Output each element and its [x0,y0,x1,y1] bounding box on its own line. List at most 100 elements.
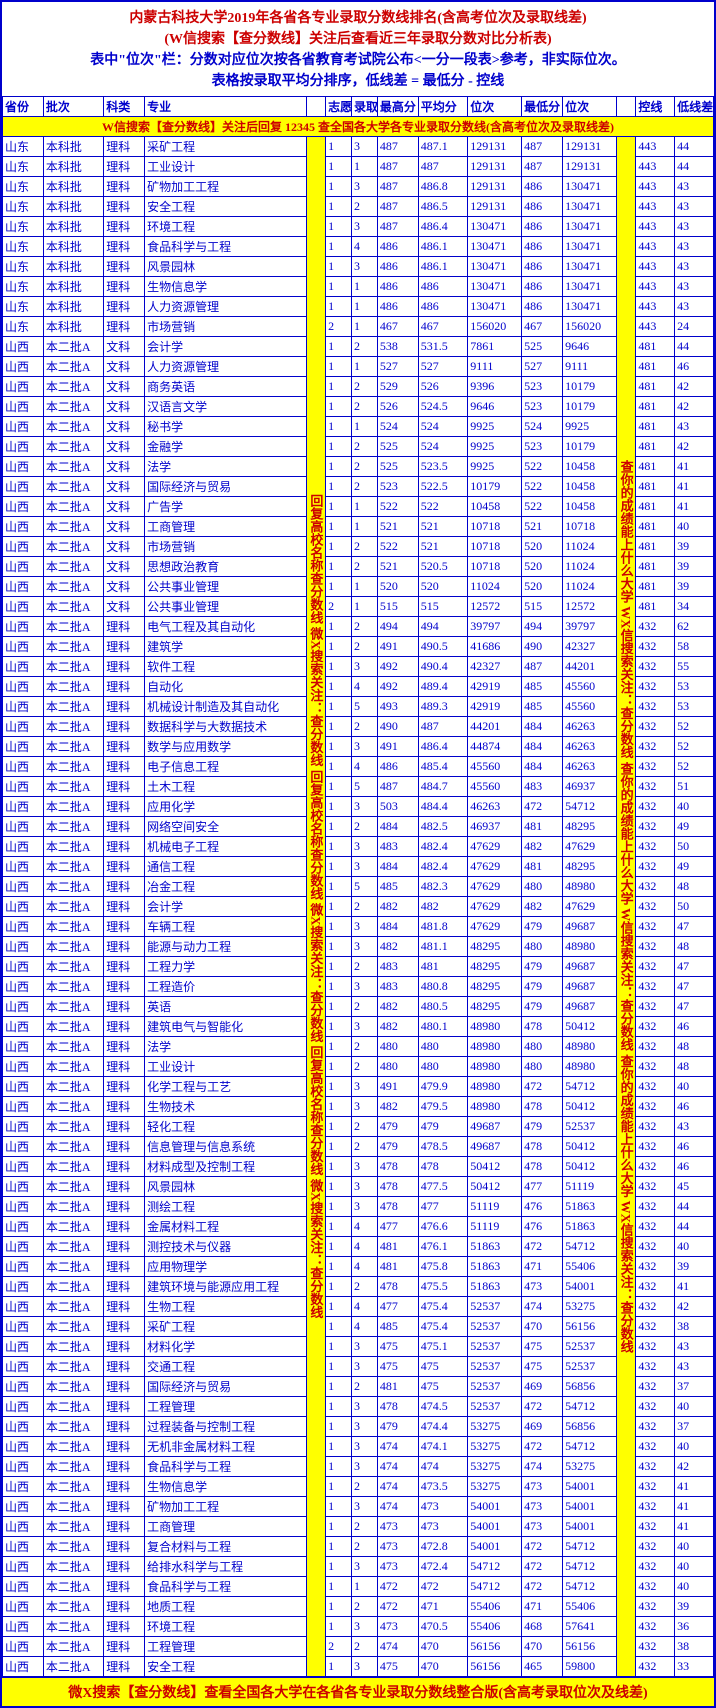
table-row: 山西本二批A文科秘书学115245249925524992548143 [3,417,714,437]
cell: 本二批A [43,617,103,637]
cell: 432 [636,1177,675,1197]
cell: 1 [326,1037,352,1057]
cell: 文科 [104,477,145,497]
cell: 432 [636,1557,675,1577]
cell: 520 [522,557,563,577]
cell: 43 [675,217,714,237]
cell: 49687 [563,957,617,977]
cell: 39 [675,537,714,557]
cell: 474 [522,1297,563,1317]
cell: 527 [418,357,468,377]
cell: 44874 [468,737,522,757]
cell: 52 [675,757,714,777]
cell: 432 [636,1237,675,1257]
cell: 法学 [145,1037,307,1057]
cell: 理科 [104,1537,145,1557]
table-row: 山西本二批A理科工程力学12483481482954794968743247 [3,957,714,977]
cell: 10718 [563,517,617,537]
cell: 44201 [468,717,522,737]
table-row: 山西本二批A理科轻化工程12479479496874795253743243 [3,1117,714,1137]
cell: 理科 [104,1317,145,1337]
cell: 3 [351,1157,377,1177]
cell: 理科 [104,1237,145,1257]
col-header: 最高分 [377,97,418,117]
cell: 2 [351,1117,377,1137]
cell: 480 [418,1057,468,1077]
cell: 475 [418,1377,468,1397]
cell: 432 [636,1617,675,1637]
cell: 山西 [3,497,44,517]
cell: 523.5 [418,457,468,477]
cell: 1 [326,437,352,457]
cell: 本二批A [43,517,103,537]
cell: 山西 [3,777,44,797]
cell: 理科 [104,157,145,177]
cell: 52 [675,717,714,737]
cell: 无机非金属材料工程 [145,1437,307,1457]
table-row: 山西本二批A理科生物技术13482479.5489804785041243246 [3,1097,714,1117]
table-row: 山西本二批A文科金融学1252552499255231017948142 [3,437,714,457]
cell: 电子信息工程 [145,757,307,777]
cell: 理科 [104,877,145,897]
cell: 523 [522,437,563,457]
cell: 43 [675,277,714,297]
cell: 129131 [468,177,522,197]
cell: 理科 [104,1397,145,1417]
cell: 2 [351,1377,377,1397]
table-row: 山西本二批A理科建筑电气与智能化13482480.148980478504124… [3,1017,714,1037]
cell: 432 [636,1097,675,1117]
cell: 2 [351,637,377,657]
cell: 53275 [468,1417,522,1437]
cell: 487 [418,717,468,737]
cell: 156020 [563,317,617,337]
cell: 2 [326,597,352,617]
cell: 本二批A [43,1657,103,1677]
cell: 476.6 [418,1217,468,1237]
cell: 1 [351,357,377,377]
cell: 理科 [104,257,145,277]
cell: 本二批A [43,477,103,497]
cell: 3 [351,1417,377,1437]
cell: 本二批A [43,897,103,917]
cell: 1 [326,397,352,417]
cell: 交通工程 [145,1357,307,1377]
cell: 复合材料与工程 [145,1537,307,1557]
cell: 本二批A [43,917,103,937]
cell: 480 [522,1037,563,1057]
cell: 1 [326,377,352,397]
cell: 43 [675,1337,714,1357]
cell: 9111 [563,357,617,377]
cell: 4 [351,1257,377,1277]
cell: 文科 [104,357,145,377]
cell: 483 [522,777,563,797]
cell: 山西 [3,817,44,837]
cell: 130471 [563,197,617,217]
cell: 475 [377,1657,418,1677]
cell: 54712 [563,1577,617,1597]
table-row: 山西本二批A文科公共事业管理21515515125725151257248134 [3,597,714,617]
cell: 理科 [104,1017,145,1037]
col-header: 科类 [104,97,145,117]
cell: 443 [636,217,675,237]
cell: 47629 [468,877,522,897]
cell: 48980 [468,1097,522,1117]
table-row: 山东本科批理科风景园林13486486.11304714861304714434… [3,257,714,277]
cell: 10458 [563,457,617,477]
cell: 38 [675,1317,714,1337]
cell: 山西 [3,1277,44,1297]
cell: 理科 [104,1277,145,1297]
cell: 本二批A [43,817,103,837]
cell: 486 [522,217,563,237]
cell: 本二批A [43,1357,103,1377]
cell: 山西 [3,697,44,717]
cell: 527 [522,357,563,377]
table-row: 山西本二批A理科复合材料与工程12473472.8540014725471243… [3,1537,714,1557]
cell: 37 [675,1377,714,1397]
table-row: 山西本二批A理科材料化学13475475.1525374755253743243 [3,1337,714,1357]
cell: 3 [351,1097,377,1117]
cell: 54712 [563,1397,617,1417]
table-row: 山西本二批A理科软件工程13492490.4423274874420143255 [3,657,714,677]
cell: 432 [636,1297,675,1317]
cell: 39 [675,577,714,597]
cell: 51119 [468,1197,522,1217]
